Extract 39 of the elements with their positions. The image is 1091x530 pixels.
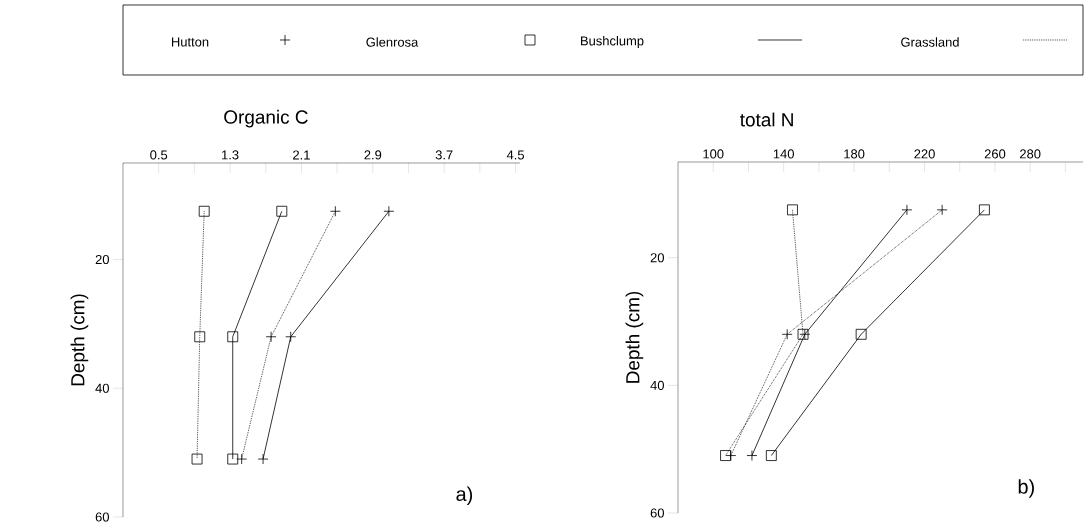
x-tick-label: 280 [1020, 149, 1041, 159]
point [191, 453, 203, 465]
point [276, 205, 288, 217]
x-tick-label: 2.9 [364, 150, 382, 160]
y-axis-title: Depth (cm) [70, 294, 89, 386]
y-tick-label: 20 [650, 253, 664, 263]
x-tick-label: 4.5 [506, 150, 524, 160]
chart-title: total N [740, 112, 793, 127]
text: Bushclump [581, 35, 644, 49]
text: Hutton [171, 37, 209, 47]
point [227, 453, 239, 465]
x-tick-label: 180 [844, 149, 865, 159]
point [765, 450, 777, 461]
x-tick-label: 100 [703, 149, 724, 159]
x-tick-label: 3.7 [435, 150, 453, 160]
y-tick-label: 40 [95, 383, 109, 393]
point [855, 328, 867, 340]
point [198, 205, 210, 217]
x-tick-label: 220 [914, 149, 935, 159]
annotation: a) [456, 486, 473, 506]
y-tick-label: 20 [95, 254, 109, 265]
point [194, 331, 206, 343]
x-tick-label: 140 [773, 149, 794, 159]
point [979, 204, 990, 216]
point [227, 331, 239, 343]
x-tick-label: 2.1 [293, 150, 310, 160]
text: Glenrosa [366, 37, 419, 47]
x-tick-label: 0.5 [150, 150, 168, 160]
y-tick-label: 60 [95, 512, 109, 522]
annotation: b) [1018, 479, 1034, 498]
point [787, 204, 798, 216]
point [720, 450, 731, 461]
y-tick-label: 60 [650, 508, 664, 518]
y-tick-label: 40 [650, 380, 664, 390]
chart-title: Organic C [224, 109, 308, 128]
x-tick-label: 1.3 [222, 150, 239, 160]
text: Grassland [901, 37, 959, 47]
x-tick-label: 260 [984, 149, 1006, 159]
y-axis-title: Depth (cm) [625, 291, 644, 383]
